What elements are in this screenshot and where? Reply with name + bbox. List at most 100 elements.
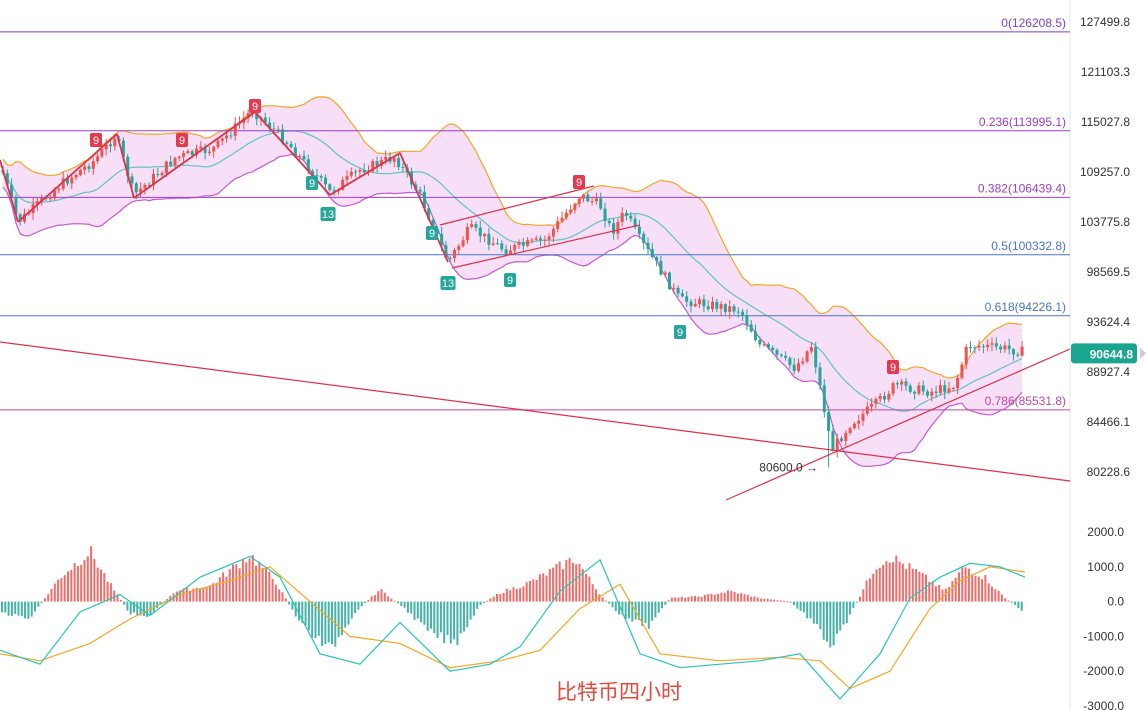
td-marker-label: 9 (890, 362, 896, 374)
macd-histogram-bar (835, 601, 838, 634)
candle-body (577, 198, 581, 204)
macd-histogram-bar (865, 580, 868, 602)
candle-body (521, 242, 525, 246)
candle-body (500, 243, 504, 250)
candle-body (496, 243, 499, 245)
macd-histogram-bar (892, 562, 894, 602)
candle-body (655, 257, 659, 261)
candle-body (741, 311, 745, 316)
candle-body (130, 176, 134, 184)
macd-histogram-bar (822, 601, 825, 640)
macd-dea-line (0, 566, 1026, 690)
macd-histogram-bar (862, 589, 865, 602)
macd-histogram-bar (535, 579, 538, 602)
macd-histogram-bar (340, 601, 343, 636)
td-marker-label: 9 (429, 228, 435, 240)
macd-histogram-bar (185, 587, 188, 602)
candle-body (590, 201, 594, 203)
macd-histogram-bar (842, 601, 845, 625)
candle-body (379, 159, 383, 166)
macd-histogram-bar (228, 569, 231, 602)
macd-histogram-bar (393, 600, 396, 602)
macd-histogram-bar (598, 594, 601, 602)
candle-body (672, 287, 676, 290)
candle-body (921, 385, 925, 392)
macd-histogram-bar (357, 601, 360, 610)
macd-histogram-bar (1000, 594, 1003, 602)
macd-histogram-bar (628, 601, 630, 619)
macd-histogram-bar (783, 600, 786, 602)
macd-histogram-bar (872, 573, 875, 602)
candle-body (156, 173, 160, 176)
candle-body (728, 306, 732, 312)
candle-body (5, 173, 9, 185)
macd-histogram-bar (542, 573, 545, 602)
candle-body (990, 343, 994, 345)
macd-histogram-bar (57, 579, 60, 602)
candle-body (23, 213, 26, 222)
candle-body (1003, 345, 1007, 350)
td-marker-label: 13 (442, 278, 454, 290)
candle-body (745, 315, 749, 325)
macd-histogram-bar (644, 601, 647, 623)
candle-body (422, 191, 426, 209)
candle-body (164, 161, 168, 173)
macd-histogram-bar (740, 593, 743, 602)
candle-body (693, 304, 697, 307)
macd-histogram-bar (367, 600, 370, 602)
price-axis-tick: 103775.8 (1080, 215, 1130, 229)
macd-histogram-bar (370, 596, 373, 602)
macd-histogram-bar (284, 598, 287, 602)
macd-histogram-bar (687, 597, 690, 602)
macd-histogram-bar (420, 601, 423, 623)
macd-histogram-bar (1, 601, 3, 613)
macd-histogram-bar (380, 589, 383, 602)
macd-histogram-bar (733, 591, 736, 602)
candle-body (78, 169, 82, 176)
candle-body (642, 233, 646, 243)
macd-histogram-bar (205, 586, 208, 602)
td-marker-label: 9 (179, 135, 185, 147)
macd-histogram-bar (525, 582, 528, 602)
candle-body (586, 194, 590, 202)
macd-histogram-bar (637, 601, 640, 621)
macd-histogram-bar (248, 558, 251, 602)
macd-histogram-bar (1014, 601, 1017, 605)
candle-body (956, 377, 960, 389)
macd-histogram-bar (1017, 601, 1020, 608)
candle-body (186, 151, 190, 154)
candle-body (668, 272, 671, 290)
macd-histogram-bar (934, 586, 937, 602)
candle-body (341, 179, 345, 190)
macd-histogram-bar (793, 601, 795, 605)
macd-histogram-bar (472, 601, 475, 616)
td-marker-label: 9 (93, 135, 99, 147)
macd-histogram-bar (1007, 600, 1010, 602)
candle-body (663, 272, 667, 275)
macd-histogram-bar (895, 555, 898, 602)
current-price-label: 90644.8 (1090, 347, 1134, 361)
price-axis-tick: 88927.4 (1087, 365, 1131, 379)
candle-body (594, 198, 598, 202)
candle-body (139, 188, 143, 193)
candle-body (805, 351, 809, 362)
macd-axis-tick: 2000.0 (1087, 525, 1124, 539)
macd-histogram-bar (83, 559, 86, 602)
td-marker-badge (249, 99, 261, 113)
macd-histogram-bar (878, 567, 881, 602)
macd-histogram-bar (845, 601, 848, 624)
candle-body (865, 406, 869, 414)
candle-body (268, 122, 272, 129)
candle-body (986, 344, 990, 348)
macd-histogram-bar (532, 579, 535, 602)
macd-histogram-bar (129, 601, 132, 615)
macd-histogram-bar (192, 588, 195, 602)
candle-body (332, 190, 336, 192)
candle-body (680, 293, 684, 297)
macd-histogram-bar (466, 601, 469, 628)
macd-histogram-bar (208, 585, 211, 602)
candle-body (392, 158, 396, 162)
macd-histogram-bar (826, 601, 828, 642)
candle-body (216, 140, 220, 147)
